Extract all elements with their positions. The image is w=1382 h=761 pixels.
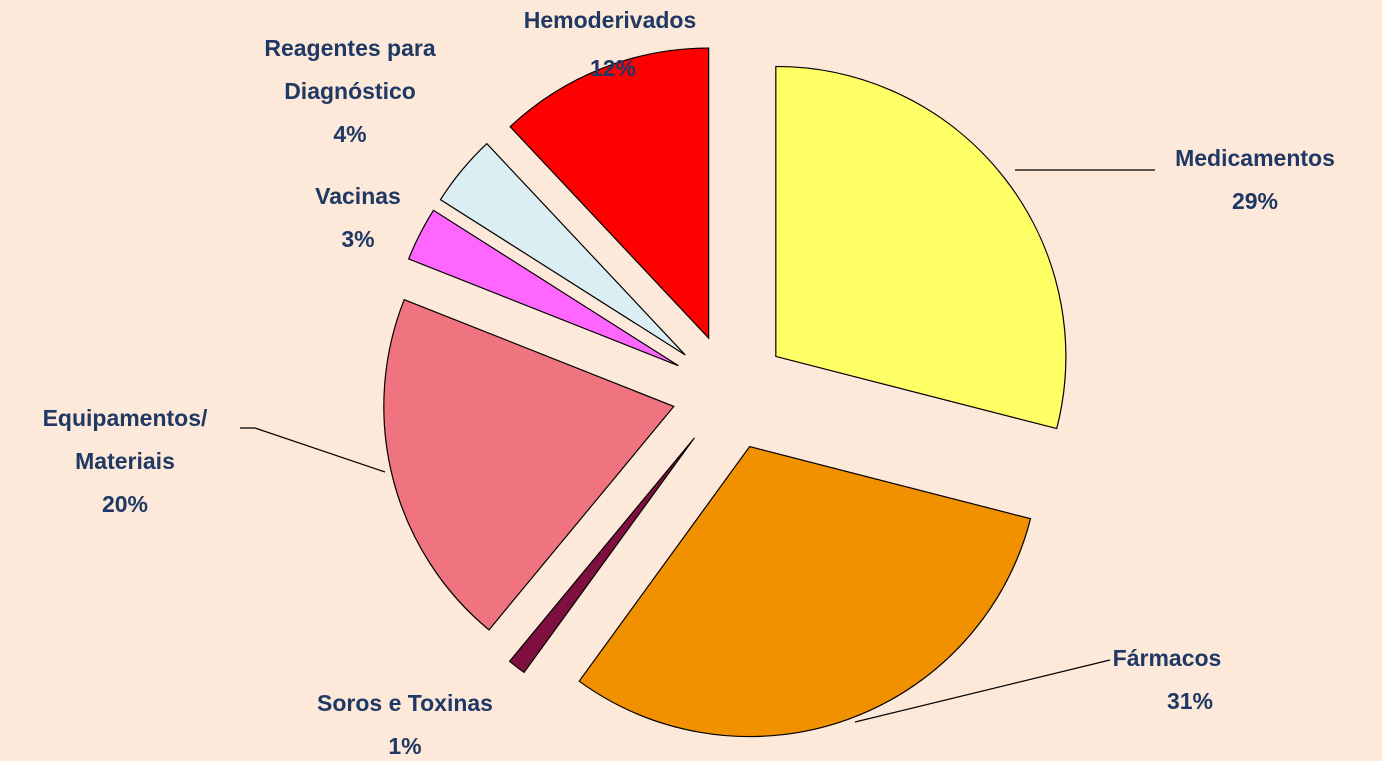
leader-line (854, 659, 1111, 723)
value-label: 3% (341, 226, 374, 252)
slice-label: Hemoderivados (524, 7, 697, 33)
pie-slice (509, 47, 710, 340)
label-line: Soros e Toxinas (317, 690, 493, 716)
leader-line (240, 427, 386, 473)
slice-label: Equipamentos/Materiais (43, 405, 208, 474)
label-line: Medicamentos (1175, 145, 1335, 171)
value-label: 4% (333, 121, 366, 147)
pie-slice (775, 65, 1067, 430)
pie (383, 47, 1067, 738)
pie-slice (439, 142, 686, 356)
value-label: 29% (1232, 188, 1278, 214)
label-line: Equipamentos/ (43, 405, 208, 431)
value-label: 31% (1167, 688, 1213, 714)
value-label: 1% (388, 733, 421, 759)
value-label: 12% (590, 55, 636, 81)
label-line: Diagnóstico (284, 78, 416, 104)
label-line: Vacinas (315, 183, 401, 209)
slice-label: Fármacos (1113, 645, 1222, 671)
pie-slice (383, 298, 675, 631)
value-label: 20% (102, 491, 148, 517)
pie-slice (407, 209, 679, 367)
pie-slice (578, 445, 1032, 738)
slice-label: Soros e Toxinas (317, 690, 493, 716)
label-line: Fármacos (1113, 645, 1222, 671)
slice-label: Vacinas (315, 183, 401, 209)
label-line: Reagentes para (264, 35, 436, 61)
slice-label: Reagentes para Diagnóstico (264, 35, 436, 104)
pie-slice (508, 437, 695, 674)
label-line: Materiais (75, 448, 175, 474)
label-line: Hemoderivados (524, 7, 697, 33)
slice-label: Medicamentos (1175, 145, 1335, 171)
